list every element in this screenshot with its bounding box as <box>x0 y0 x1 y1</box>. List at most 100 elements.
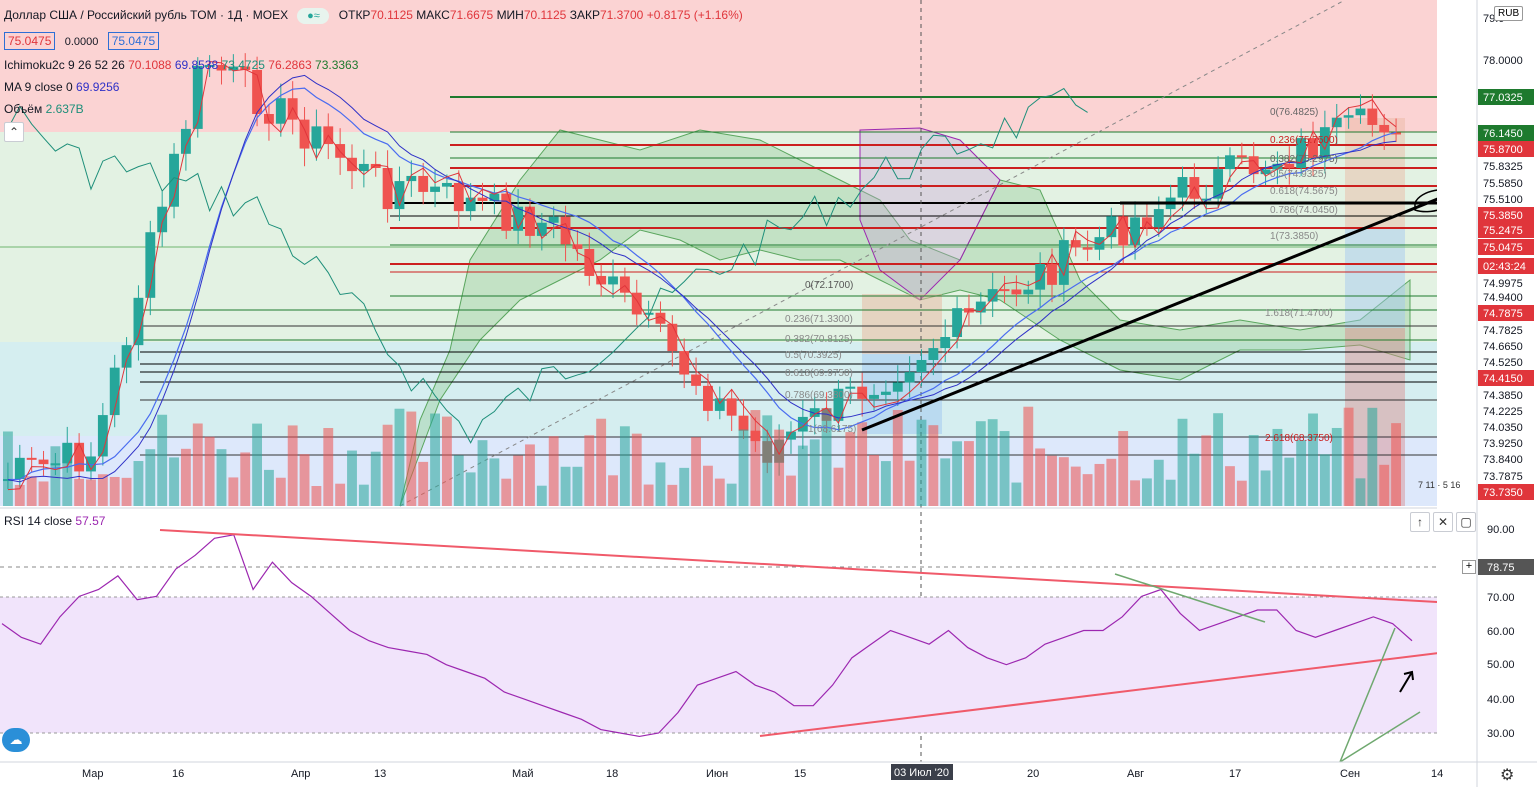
candle-body <box>667 324 677 351</box>
volume-bar <box>561 467 571 506</box>
volume-bar <box>359 485 369 506</box>
volume-legend[interactable]: Объём 2.637B <box>4 102 84 116</box>
ma-value: 69.9256 <box>76 80 119 94</box>
volume-bar <box>181 449 191 506</box>
add-level-button[interactable]: + <box>1462 560 1476 574</box>
volume-bar <box>810 439 820 506</box>
pane-close-button[interactable]: ✕ <box>1433 512 1453 532</box>
arrow-up-icon: ↑ <box>1417 515 1423 529</box>
candle-body <box>311 126 321 148</box>
volume-bar <box>252 424 262 506</box>
volume-bar <box>3 431 13 506</box>
volume-bar <box>1296 440 1306 506</box>
fib-left-label: 0(72.1700) <box>805 280 853 291</box>
volume-bar <box>489 458 499 506</box>
candle-body <box>1367 109 1377 125</box>
ichimoku-lagging: 73.4725 <box>222 58 265 72</box>
volume-bar <box>632 434 642 506</box>
collapse-legend-button[interactable]: ⌃ <box>4 122 24 142</box>
candle-body <box>1379 125 1389 133</box>
volume-bar <box>774 430 784 506</box>
candle-body <box>276 98 286 123</box>
price-axis-label: 75.2475 <box>1483 225 1523 237</box>
volume-bar <box>418 462 428 506</box>
bid-price[interactable]: 75.0475 <box>4 32 55 50</box>
price-axis-label: 75.5100 <box>1483 194 1523 206</box>
volume-bar <box>371 452 381 506</box>
ask-price[interactable]: 75.0475 <box>108 32 159 50</box>
volume-bar <box>667 485 677 506</box>
price-axis-label: 74.9400 <box>1483 292 1523 304</box>
price-axis-label: 02:43:24 <box>1483 261 1526 273</box>
price-axis-label: 74.5250 <box>1483 357 1523 369</box>
close-label: ЗАКР <box>570 8 600 22</box>
candle-body <box>1154 209 1164 227</box>
rsi-axis-label: 90.00 <box>1487 524 1515 536</box>
volume-bar <box>976 421 986 506</box>
candle-body <box>1130 217 1140 245</box>
volume-bar <box>644 485 654 506</box>
price-axis-label: 73.9250 <box>1483 438 1523 450</box>
settings-gear-icon[interactable]: ⚙ <box>1500 765 1514 785</box>
rsi-band-fill <box>0 597 1437 733</box>
volume-bar <box>1178 419 1188 506</box>
volume-bar <box>537 486 547 506</box>
candle-body <box>715 398 725 410</box>
ichimoku-legend[interactable]: Ichimoku2c 9 26 52 26 70.1088 69.8538 73… <box>4 58 358 72</box>
market-status-icon: ●≈ <box>297 8 329 24</box>
volume-bar <box>596 419 606 506</box>
volume-bar <box>1344 408 1354 506</box>
candle-body <box>466 198 476 211</box>
high-value: 71.6675 <box>450 8 493 22</box>
candle-body <box>418 176 428 192</box>
currency-badge[interactable]: RUB <box>1494 6 1523 21</box>
volume-bar <box>940 458 950 506</box>
volume-bar <box>98 474 108 506</box>
candle-body <box>454 183 464 211</box>
tradingview-logo-icon[interactable]: ☁ <box>2 728 30 752</box>
volume-bar <box>383 425 393 506</box>
open-value: 70.1125 <box>370 8 413 22</box>
time-axis-label: 15 <box>794 768 806 780</box>
price-axis-label: 73.7350 <box>1483 487 1523 499</box>
volume-bar <box>74 479 84 506</box>
candle-body <box>122 345 132 368</box>
volume-bar <box>869 455 879 506</box>
candle-body <box>845 387 855 389</box>
volume-bar <box>549 436 559 506</box>
volume-bar <box>1261 470 1271 506</box>
volume-bar <box>1023 407 1033 506</box>
fib-right-label: 2.618(68.3750) <box>1265 433 1333 444</box>
price-axis-label: 73.8400 <box>1483 454 1523 466</box>
volume-bar <box>1083 474 1093 506</box>
candle-body <box>15 458 25 479</box>
volume-bar <box>1000 431 1010 506</box>
volume-bar <box>205 437 215 506</box>
fib-left-label: 1(68.6175) <box>808 424 856 435</box>
close-value: 71.3700 <box>600 8 643 22</box>
fib-right-label: 1(73.3850) <box>1270 231 1318 242</box>
week-marker-labels: 7 11 · 5 16 <box>1418 480 1460 490</box>
volume-bar <box>395 409 405 506</box>
ichimoku-span-b: 73.3363 <box>315 58 358 72</box>
volume-bar <box>715 479 725 506</box>
rsi-legend[interactable]: RSI 14 close 57.57 <box>4 514 105 528</box>
volume-bar <box>240 452 250 506</box>
volume-bar <box>1154 460 1164 506</box>
candle-body <box>1225 155 1235 169</box>
time-axis-label: Апр <box>291 768 310 780</box>
change-value: +0.8175 (+1.16%) <box>647 8 743 22</box>
pane-maximize-button[interactable]: ▢ <box>1456 512 1476 532</box>
volume-bar <box>608 475 618 506</box>
pane-move-up-button[interactable]: ↑ <box>1410 512 1430 532</box>
symbol-title: Доллар США / Российский рубль TOM · 1Д ·… <box>4 8 288 22</box>
volume-bar <box>50 446 60 506</box>
fib-range-box-right-lower <box>1345 228 1405 328</box>
low-label: МИН <box>497 8 524 22</box>
price-axis-label: 74.9975 <box>1483 278 1523 290</box>
candle-body <box>549 217 559 223</box>
candle-body <box>157 207 167 232</box>
candle-body <box>442 183 452 187</box>
ma-legend[interactable]: MA 9 close 0 69.9256 <box>4 80 119 94</box>
